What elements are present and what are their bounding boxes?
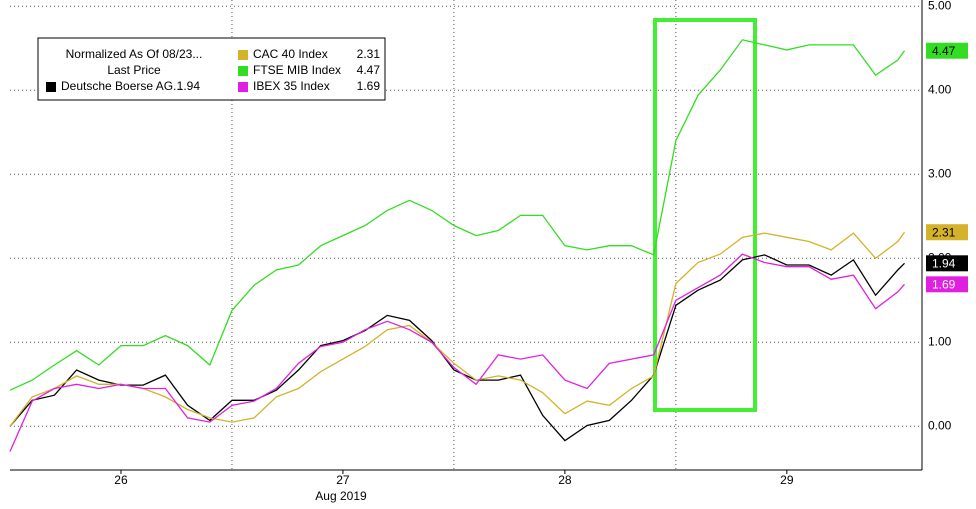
y-tick-label: 1.00 <box>928 334 952 348</box>
x-tick-label: 29 <box>780 473 794 487</box>
legend-swatch <box>238 66 248 76</box>
legend-title: Normalized As Of 08/23... <box>66 47 203 61</box>
legend-swatch <box>46 82 56 92</box>
legend-swatch <box>238 82 248 92</box>
legend-label: Deutsche Boerse AG... <box>61 79 183 93</box>
y-tick-label: 5.00 <box>928 0 952 12</box>
x-axis-label: Aug 2019 <box>315 489 367 503</box>
series-line <box>9 231 906 427</box>
last-price-label: 1.94 <box>932 256 956 270</box>
x-tick-label: 28 <box>558 473 572 487</box>
series-line <box>9 253 905 452</box>
highlight-box <box>653 18 757 412</box>
last-price-tag <box>926 224 968 241</box>
legend-value: 2.31 <box>357 47 381 61</box>
series-line <box>9 39 906 391</box>
legend-swatch <box>238 50 248 60</box>
y-tick-label: 0.00 <box>928 418 952 432</box>
legend-value: 4.47 <box>357 63 381 77</box>
legend-subtitle: Last Price <box>107 63 161 77</box>
series-line <box>9 254 905 442</box>
last-price-tag <box>926 276 968 293</box>
legend-label: CAC 40 Index <box>253 47 328 61</box>
y-tick-label: 3.00 <box>928 166 952 180</box>
legend: Normalized As Of 08/23... Last Price Deuts… <box>37 37 386 101</box>
legend-box <box>37 37 386 101</box>
last-price-tag <box>926 42 968 59</box>
legend-value: 1.69 <box>357 79 381 93</box>
last-price-label: 4.47 <box>932 44 956 58</box>
legend-value: 1.94 <box>177 79 201 93</box>
last-price-tag <box>926 255 968 272</box>
last-price-label: 1.69 <box>932 277 956 291</box>
legend-label: FTSE MIB Index <box>253 63 341 77</box>
y-tick-label: 4.00 <box>928 82 952 96</box>
last-price-label: 2.31 <box>932 225 956 239</box>
x-tick-label: 27 <box>336 473 350 487</box>
legend-label: IBEX 35 Index <box>253 79 330 93</box>
x-tick-label: 26 <box>114 473 128 487</box>
